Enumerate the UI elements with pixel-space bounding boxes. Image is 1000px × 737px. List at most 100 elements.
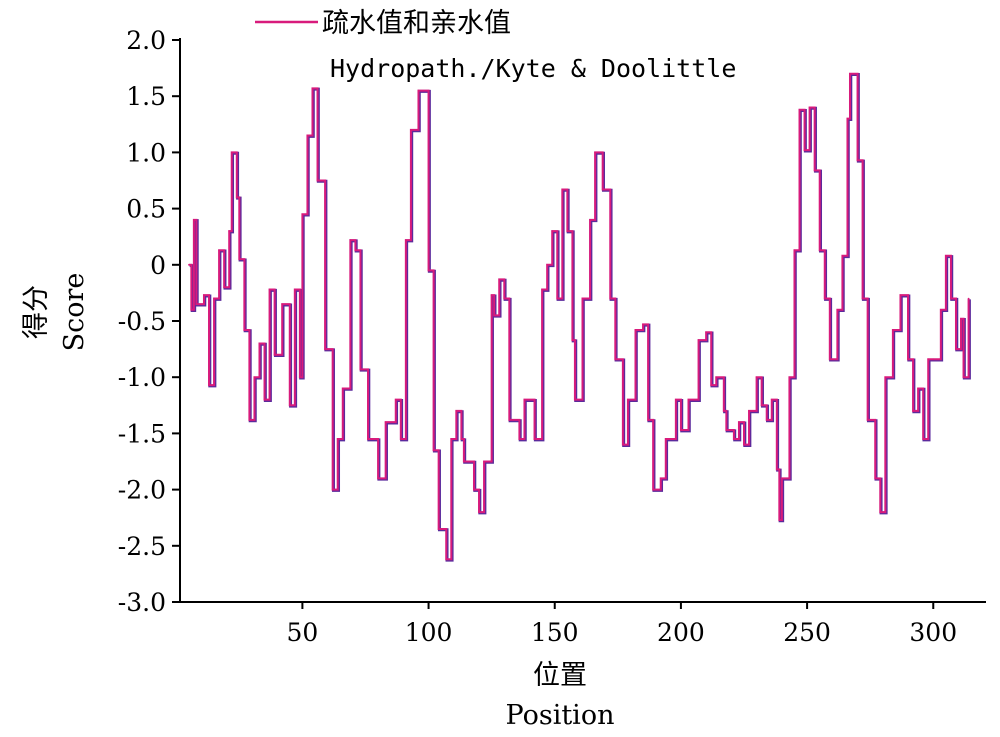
data-point	[228, 230, 231, 232]
data-point	[498, 278, 501, 281]
data-point	[955, 348, 957, 350]
data-point	[208, 384, 210, 386]
data-point	[410, 129, 412, 131]
data-point	[316, 179, 319, 182]
data-point	[849, 72, 851, 75]
data-point	[945, 255, 947, 257]
data-point	[738, 421, 740, 423]
x-tick-label: 150	[531, 618, 579, 647]
data-point	[836, 308, 839, 311]
data-point	[967, 297, 970, 300]
data-point	[856, 159, 859, 162]
data-point	[263, 398, 266, 401]
data-point	[483, 460, 485, 463]
data-point	[230, 151, 233, 154]
y-axis-ticks: 2.0 1.5 1.0 0.5 0 -0.5 -1.0 -1.5 -2.0 -2.5 -3.0	[118, 26, 180, 617]
data-point	[614, 358, 617, 361]
data-point	[861, 297, 864, 300]
y-tick-label: 0	[150, 251, 166, 280]
x-axis-label-en: Position	[506, 700, 615, 731]
legend-label: 疏水值和亲水值	[322, 8, 511, 39]
data-point	[879, 511, 882, 513]
data-point	[874, 477, 877, 480]
data-point	[912, 410, 914, 412]
data-point	[301, 213, 304, 216]
y-tick-label: -2.5	[118, 532, 166, 561]
data-point	[829, 358, 831, 361]
data-point	[478, 511, 480, 513]
data-point	[733, 438, 735, 440]
data-point	[743, 443, 745, 446]
data-point	[508, 419, 511, 421]
data-point	[652, 488, 654, 491]
data-point	[571, 339, 574, 341]
data-point	[846, 117, 849, 120]
data-point	[268, 288, 271, 291]
data-point	[288, 404, 291, 407]
data-point	[917, 387, 919, 390]
data-point	[705, 331, 707, 334]
data-point	[803, 149, 806, 151]
data-point	[950, 297, 952, 300]
data-point	[725, 429, 728, 431]
data-point	[813, 169, 816, 172]
data-point	[818, 249, 821, 251]
data-point	[765, 419, 768, 421]
data-point	[218, 249, 220, 251]
data-point	[238, 258, 241, 260]
data-point	[193, 219, 195, 221]
data-point	[331, 488, 334, 491]
data-point	[566, 230, 569, 232]
data-point	[940, 308, 942, 311]
data-point	[490, 294, 493, 296]
data-point	[642, 323, 644, 326]
data-point	[697, 339, 700, 341]
data-point	[281, 303, 284, 305]
data-point	[190, 308, 193, 311]
x-axis-ticks: 50 100 150 200 250 300	[286, 602, 957, 647]
data-point	[253, 376, 256, 379]
y-tick-label: 2.0	[126, 26, 166, 55]
x-tick-label: 100	[405, 618, 453, 647]
data-point	[556, 297, 559, 300]
data-point	[523, 398, 526, 401]
data-point	[793, 249, 796, 251]
data-point	[781, 477, 783, 480]
data-point	[601, 188, 604, 191]
data-point	[884, 376, 887, 379]
data-point	[680, 429, 682, 431]
y-axis-label-en: Score	[59, 273, 90, 352]
data-point	[450, 438, 453, 440]
data-point	[776, 468, 778, 471]
data-point	[866, 419, 869, 421]
data-point	[760, 404, 763, 407]
x-tick-label: 250	[783, 618, 831, 647]
data-point	[962, 376, 965, 379]
data-point	[248, 419, 251, 421]
data-point	[748, 410, 750, 412]
data-point	[400, 438, 402, 440]
series-group	[188, 72, 971, 562]
data-point	[647, 419, 649, 421]
data-point	[960, 317, 962, 320]
y-tick-label: -1.5	[118, 419, 166, 448]
y-tick-label: 0.5	[126, 195, 166, 224]
y-tick-label: 1.5	[126, 82, 166, 111]
data-point	[306, 134, 309, 137]
data-point	[723, 410, 725, 412]
y-axis-label: 得分 Score	[21, 273, 90, 352]
data-point	[770, 398, 773, 401]
y-tick-label: -1.0	[118, 363, 166, 392]
data-point	[546, 264, 548, 266]
data-point	[574, 398, 576, 401]
data-point	[299, 376, 301, 379]
data-point	[417, 89, 420, 92]
data-point	[460, 438, 463, 440]
data-point	[892, 329, 894, 331]
legend-sublabel: Hydropath./Kyte & Doolittle	[330, 54, 736, 83]
data-point	[561, 188, 564, 191]
data-point	[493, 314, 495, 317]
data-point	[664, 438, 667, 440]
data-point	[533, 438, 536, 440]
